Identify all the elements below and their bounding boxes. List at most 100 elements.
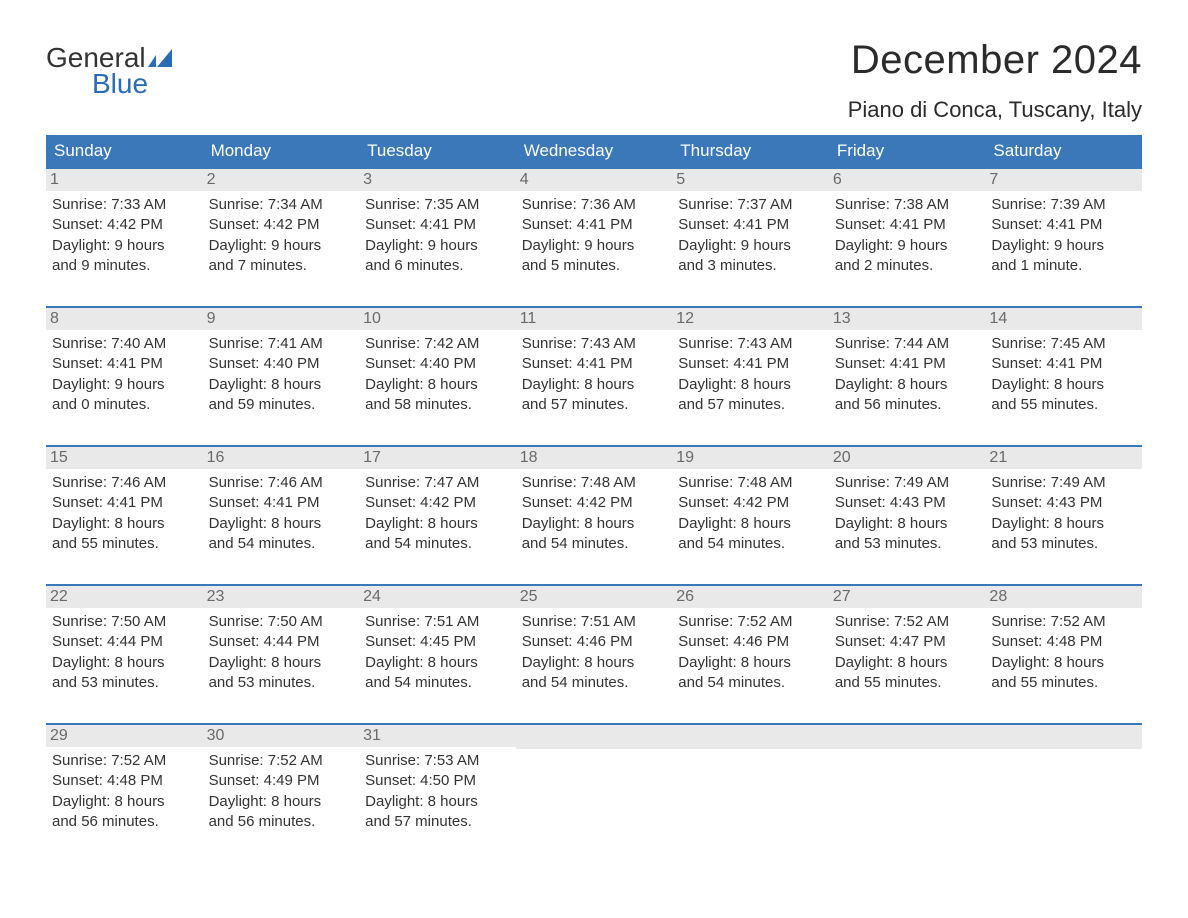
- day-sunset: Sunset: 4:46 PM: [522, 632, 667, 652]
- empty-day: [516, 725, 673, 749]
- day-cell: 14Sunrise: 7:45 AMSunset: 4:41 PMDayligh…: [985, 308, 1142, 425]
- day-sunset: Sunset: 4:41 PM: [678, 354, 823, 374]
- weeks-container: 1Sunrise: 7:33 AMSunset: 4:42 PMDaylight…: [46, 167, 1142, 842]
- location-text: Piano di Conca, Tuscany, Italy: [848, 97, 1142, 123]
- day-number: 10: [359, 308, 516, 330]
- day-sunset: Sunset: 4:42 PM: [365, 493, 510, 513]
- day-cell: [516, 725, 673, 842]
- day-cell: 17Sunrise: 7:47 AMSunset: 4:42 PMDayligh…: [359, 447, 516, 564]
- day-daylight1: Daylight: 9 hours: [991, 236, 1136, 256]
- day-daylight1: Daylight: 9 hours: [678, 236, 823, 256]
- day-sunrise: Sunrise: 7:37 AM: [678, 195, 823, 215]
- day-daylight1: Daylight: 8 hours: [522, 514, 667, 534]
- day-sunrise: Sunrise: 7:34 AM: [209, 195, 354, 215]
- empty-day: [672, 725, 829, 749]
- day-sunrise: Sunrise: 7:35 AM: [365, 195, 510, 215]
- day-sunrise: Sunrise: 7:52 AM: [209, 751, 354, 771]
- day-daylight1: Daylight: 9 hours: [835, 236, 980, 256]
- day-daylight1: Daylight: 8 hours: [209, 375, 354, 395]
- day-sunrise: Sunrise: 7:52 AM: [991, 612, 1136, 632]
- title-block: December 2024 Piano di Conca, Tuscany, I…: [848, 38, 1142, 123]
- day-number: 5: [672, 169, 829, 191]
- day-cell: 5 Sunrise: 7:37 AMSunset: 4:41 PMDaylight…: [672, 169, 829, 286]
- day-daylight1: Daylight: 8 hours: [835, 375, 980, 395]
- day-sunset: Sunset: 4:40 PM: [365, 354, 510, 374]
- day-cell: 1Sunrise: 7:33 AMSunset: 4:42 PMDaylight…: [46, 169, 203, 286]
- day-number: 25: [516, 586, 673, 608]
- day-number: 22: [46, 586, 203, 608]
- day-daylight1: Daylight: 8 hours: [52, 514, 197, 534]
- day-sunset: Sunset: 4:42 PM: [678, 493, 823, 513]
- day-sunset: Sunset: 4:42 PM: [209, 215, 354, 235]
- day-number: 15: [46, 447, 203, 469]
- day-sunrise: Sunrise: 7:48 AM: [522, 473, 667, 493]
- day-number: 1: [46, 169, 203, 191]
- day-cell: 31Sunrise: 7:53 AMSunset: 4:50 PMDayligh…: [359, 725, 516, 842]
- day-daylight2: and 55 minutes.: [991, 395, 1136, 415]
- day-sunrise: Sunrise: 7:50 AM: [52, 612, 197, 632]
- day-sunset: Sunset: 4:45 PM: [365, 632, 510, 652]
- day-number: 21: [985, 447, 1142, 469]
- day-cell: 11Sunrise: 7:43 AMSunset: 4:41 PMDayligh…: [516, 308, 673, 425]
- day-daylight2: and 53 minutes.: [835, 534, 980, 554]
- week-row: 29 Sunrise: 7:52 AM Sunset: 4:48 PMDayligh…: [46, 723, 1142, 842]
- day-number: 27: [829, 586, 986, 608]
- day-daylight1: Daylight: 8 hours: [678, 653, 823, 673]
- month-title: December 2024: [848, 38, 1142, 83]
- day-number: 31: [359, 725, 516, 747]
- day-daylight2: and 9 minutes.: [52, 256, 197, 276]
- day-daylight2: and 0 minutes.: [52, 395, 197, 415]
- day-daylight2: and 6 minutes.: [365, 256, 510, 276]
- day-daylight1: Daylight: 9 hours: [52, 236, 197, 256]
- day-sunrise: Sunrise: 7:39 AM: [991, 195, 1136, 215]
- day-cell: 10Sunrise: 7:42 AMSunset: 4:40 PMDayligh…: [359, 308, 516, 425]
- day-sunset: Sunset: 4:44 PM: [52, 632, 197, 652]
- day-daylight1: Daylight: 8 hours: [365, 514, 510, 534]
- day-sunset: Sunset: 4:41 PM: [991, 215, 1136, 235]
- day-daylight1: Daylight: 8 hours: [52, 792, 197, 812]
- day-cell: 27Sunrise: 7:52 AMSunset: 4:47 PMDayligh…: [829, 586, 986, 703]
- day-number: 13: [829, 308, 986, 330]
- day-sunrise: Sunrise: 7:43 AM: [522, 334, 667, 354]
- day-cell: 22Sunrise: 7:50 AMSunset: 4:44 PMDayligh…: [46, 586, 203, 703]
- day-number: 17: [359, 447, 516, 469]
- day-number: 11: [516, 308, 673, 330]
- weekday-header-row: Sunday Monday Tuesday Wednesday Thursday…: [46, 135, 1142, 167]
- day-number: 9: [203, 308, 360, 330]
- day-sunrise: Sunrise: 7:44 AM: [835, 334, 980, 354]
- day-daylight2: and 54 minutes.: [678, 673, 823, 693]
- day-daylight2: and 54 minutes.: [365, 673, 510, 693]
- day-daylight1: Daylight: 9 hours: [365, 236, 510, 256]
- day-cell: 25Sunrise: 7:51 AMSunset: 4:46 PMDayligh…: [516, 586, 673, 703]
- day-sunset: Sunset: 4:41 PM: [52, 493, 197, 513]
- day-daylight2: and 54 minutes.: [522, 534, 667, 554]
- day-cell: 28Sunrise: 7:52 AMSunset: 4:48 PMDayligh…: [985, 586, 1142, 703]
- day-daylight2: and 57 minutes.: [365, 812, 510, 832]
- day-sunset: Sunset: 4:41 PM: [522, 354, 667, 374]
- day-number: 6: [829, 169, 986, 191]
- day-sunset: Sunset: 4:42 PM: [52, 215, 197, 235]
- day-daylight1: Daylight: 8 hours: [209, 653, 354, 673]
- day-daylight2: and 59 minutes.: [209, 395, 354, 415]
- day-sunset: Sunset: 4:48 PM: [52, 771, 197, 791]
- day-daylight1: Daylight: 8 hours: [209, 514, 354, 534]
- day-daylight2: and 58 minutes.: [365, 395, 510, 415]
- day-number: 28: [985, 586, 1142, 608]
- day-sunset: Sunset: 4:41 PM: [678, 215, 823, 235]
- day-daylight1: Daylight: 8 hours: [835, 653, 980, 673]
- day-sunrise: Sunrise: 7:53 AM: [365, 751, 510, 771]
- day-sunrise: Sunrise: 7:51 AM: [365, 612, 510, 632]
- week-row: 22 Sunrise: 7:50 AMSunset: 4:44 PM Dayligh…: [46, 584, 1142, 703]
- day-number: 14: [985, 308, 1142, 330]
- day-daylight2: and 55 minutes.: [835, 673, 980, 693]
- day-sunset: Sunset: 4:46 PM: [678, 632, 823, 652]
- day-sunset: Sunset: 4:49 PM: [209, 771, 354, 791]
- week-row: 8Sunrise: 7:40 AMSunset: 4:41 PMDaylight…: [46, 306, 1142, 425]
- day-cell: 12Sunrise: 7:43 AMSunset: 4:41 PMDayligh…: [672, 308, 829, 425]
- week-row: 1Sunrise: 7:33 AMSunset: 4:42 PMDaylight…: [46, 167, 1142, 286]
- day-cell: 6Sunrise: 7:38 AMSunset: 4:41 PMDaylight…: [829, 169, 986, 286]
- day-number: 3: [359, 169, 516, 191]
- day-cell: [672, 725, 829, 842]
- weekday-cell: Saturday: [985, 135, 1142, 167]
- day-number: 29: [46, 725, 203, 747]
